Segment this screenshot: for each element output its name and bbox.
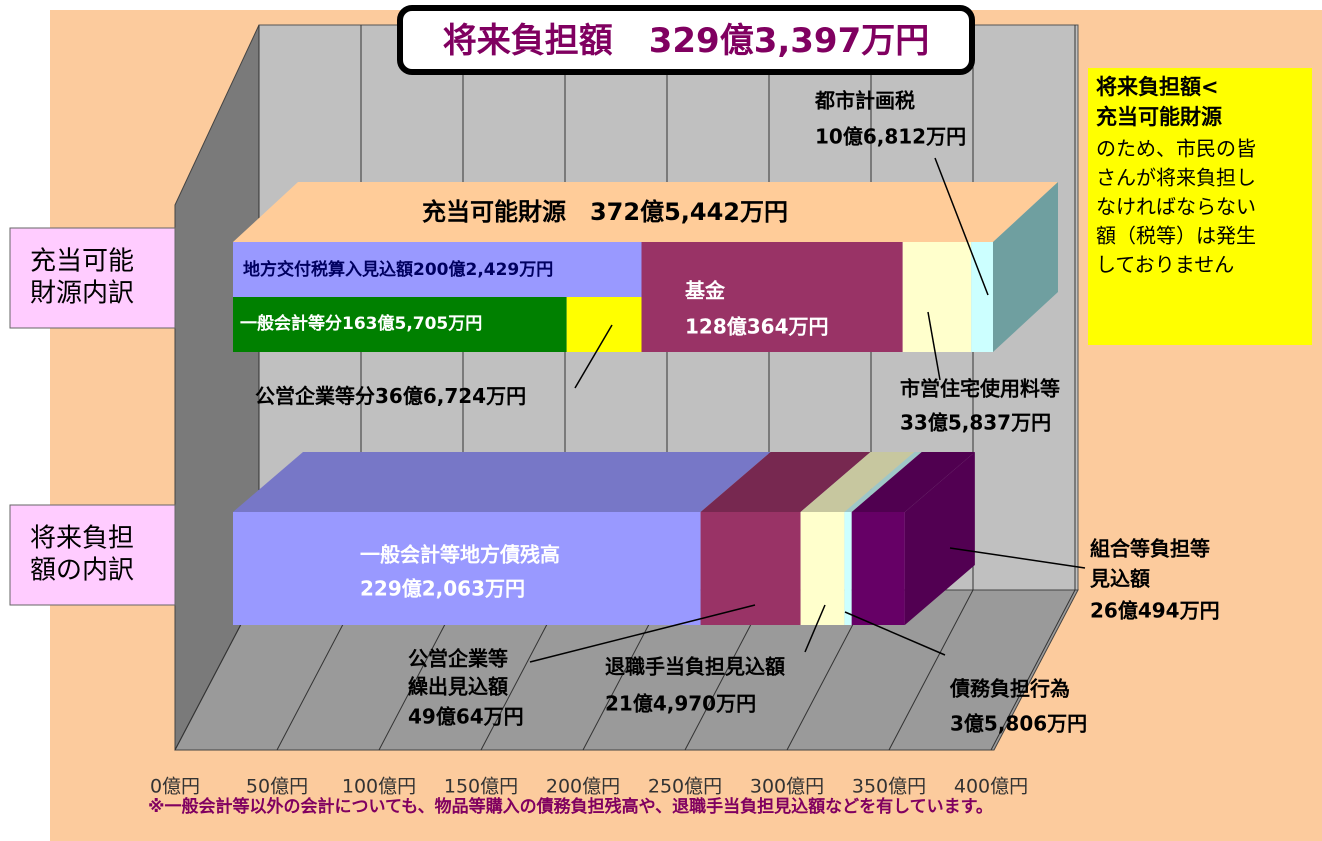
bar-top bbox=[700, 452, 871, 512]
bar-top bbox=[844, 452, 922, 512]
note-body: 額（税等）は発生 bbox=[1096, 224, 1256, 248]
x-tick-label: 350億円 bbox=[852, 776, 926, 798]
chart-title: 将来負担額 329億3,397万円 bbox=[443, 21, 930, 61]
bar-top bbox=[851, 452, 975, 512]
category-label: 財源内訳 bbox=[30, 279, 134, 309]
data-label: 繰出見込額 bbox=[408, 675, 508, 699]
bar-segment bbox=[233, 512, 701, 625]
segment-value: 36億6,724万円 bbox=[375, 384, 526, 408]
leader-line bbox=[934, 157, 989, 296]
bar-part bbox=[566, 297, 642, 352]
x-tick-label: 300億円 bbox=[750, 776, 824, 798]
x-tick-label: 150億円 bbox=[444, 776, 518, 798]
data-label: 見込額 bbox=[1090, 567, 1150, 591]
data-label: 一般会計等地方債残高 bbox=[360, 543, 560, 567]
segment-name: 一般会計等分 bbox=[240, 313, 342, 334]
bar-segment bbox=[233, 242, 642, 297]
data-label: 都市計画税 bbox=[814, 89, 915, 113]
leader-line bbox=[927, 311, 941, 381]
total-value: 372億5,442万円 bbox=[590, 198, 788, 226]
data-label: 128億364万円 bbox=[685, 315, 829, 339]
bar-segment bbox=[902, 242, 972, 352]
category-label: 将来負担 bbox=[30, 524, 134, 554]
segment-value: 163億5,705万円 bbox=[342, 313, 482, 334]
footnote: ※一般会計等以外の会計についても、物品等購入の債務負担残高や、退職手当負担見込額… bbox=[148, 796, 993, 817]
bar-top bbox=[233, 452, 771, 512]
bar-segment bbox=[971, 242, 993, 352]
note: 将来負担額< 充当可能財源のため、市民の皆さんが将来負担しなければならない額（税等… bbox=[1096, 75, 1256, 277]
leader-line bbox=[949, 547, 1086, 569]
leader-line bbox=[804, 604, 826, 653]
note-head: 充当可能財源 bbox=[1096, 105, 1222, 129]
bar-segment bbox=[641, 242, 903, 352]
data-label: 公営企業等分36億6,724万円 bbox=[255, 384, 526, 408]
category-label: 充当可能 bbox=[30, 247, 134, 277]
total-label: 充当可能財源 372億5,442万円 bbox=[422, 198, 788, 226]
data-label: 公営企業等 bbox=[408, 647, 508, 671]
data-label: 市営住宅使用料等 bbox=[900, 377, 1060, 401]
note-body: さんが将来負担し bbox=[1096, 166, 1256, 190]
bar-top bbox=[233, 182, 1058, 242]
category-box bbox=[9, 504, 176, 606]
bar-segment bbox=[851, 512, 905, 625]
category-box bbox=[9, 227, 176, 329]
grid-line bbox=[990, 589, 1076, 751]
x-tick-label: 200億円 bbox=[546, 776, 620, 798]
data-label: 21億4,970万円 bbox=[605, 692, 756, 716]
note-head: 将来負担額< bbox=[1096, 75, 1219, 99]
note-body: なければならない bbox=[1096, 195, 1256, 219]
segment-name: 地方交付税算入見込額 bbox=[243, 259, 413, 280]
data-label: 一般会計等分163億5,705万円 bbox=[240, 313, 482, 334]
data-label: 33億5,837万円 bbox=[900, 411, 1051, 435]
category-label: 額の内訳 bbox=[30, 556, 134, 586]
bar-top bbox=[800, 452, 915, 512]
leader-line bbox=[574, 324, 613, 389]
bar-part bbox=[233, 297, 567, 352]
note-body: しておりません bbox=[1096, 253, 1234, 277]
data-label: 10億6,812万円 bbox=[815, 125, 966, 149]
data-label: 債務負担行為 bbox=[949, 677, 1070, 701]
title-box bbox=[397, 5, 975, 75]
note-body: のため、市民の皆 bbox=[1096, 137, 1256, 161]
data-label: 3億5,806万円 bbox=[950, 712, 1087, 736]
leader-line bbox=[529, 604, 756, 663]
total-name: 充当可能財源 bbox=[422, 198, 566, 226]
bar-segment bbox=[800, 512, 845, 625]
segment-name: 公営企業等分 bbox=[255, 384, 375, 408]
data-label: 地方交付税算入見込額200億2,429万円 bbox=[243, 259, 553, 280]
labels: 0億円 50億円 100億円 150億円 200億円 250億円 300億円 350億円 400… bbox=[9, 89, 1220, 798]
leader-line bbox=[844, 611, 946, 656]
title-name: 将来負担額 bbox=[443, 21, 613, 61]
note-box bbox=[1088, 68, 1312, 345]
segment-value: 200億2,429万円 bbox=[413, 259, 553, 280]
data-label: 基金 bbox=[685, 279, 726, 303]
data-label: 退職手当負担見込額 bbox=[605, 655, 785, 679]
data-label: 組合等負担等 bbox=[1090, 537, 1210, 561]
x-tick-label: 0億円 bbox=[150, 776, 200, 798]
bar-side bbox=[992, 182, 1058, 352]
x-tick-label: 400億円 bbox=[954, 776, 1028, 798]
title-value: 329億3,397万円 bbox=[649, 21, 930, 61]
bar-segment bbox=[700, 512, 801, 625]
data-label: 26億494万円 bbox=[1090, 599, 1220, 623]
data-label: 49億64万円 bbox=[408, 705, 524, 729]
bars bbox=[233, 182, 1058, 625]
x-tick-label: 50億円 bbox=[246, 776, 308, 798]
data-label: 229億2,063万円 bbox=[360, 577, 525, 601]
grid-line bbox=[888, 589, 974, 751]
x-tick-label: 100億円 bbox=[342, 776, 416, 798]
x-tick-label: 250億円 bbox=[648, 776, 722, 798]
bar-side bbox=[904, 452, 975, 625]
bar-segment bbox=[844, 512, 852, 625]
